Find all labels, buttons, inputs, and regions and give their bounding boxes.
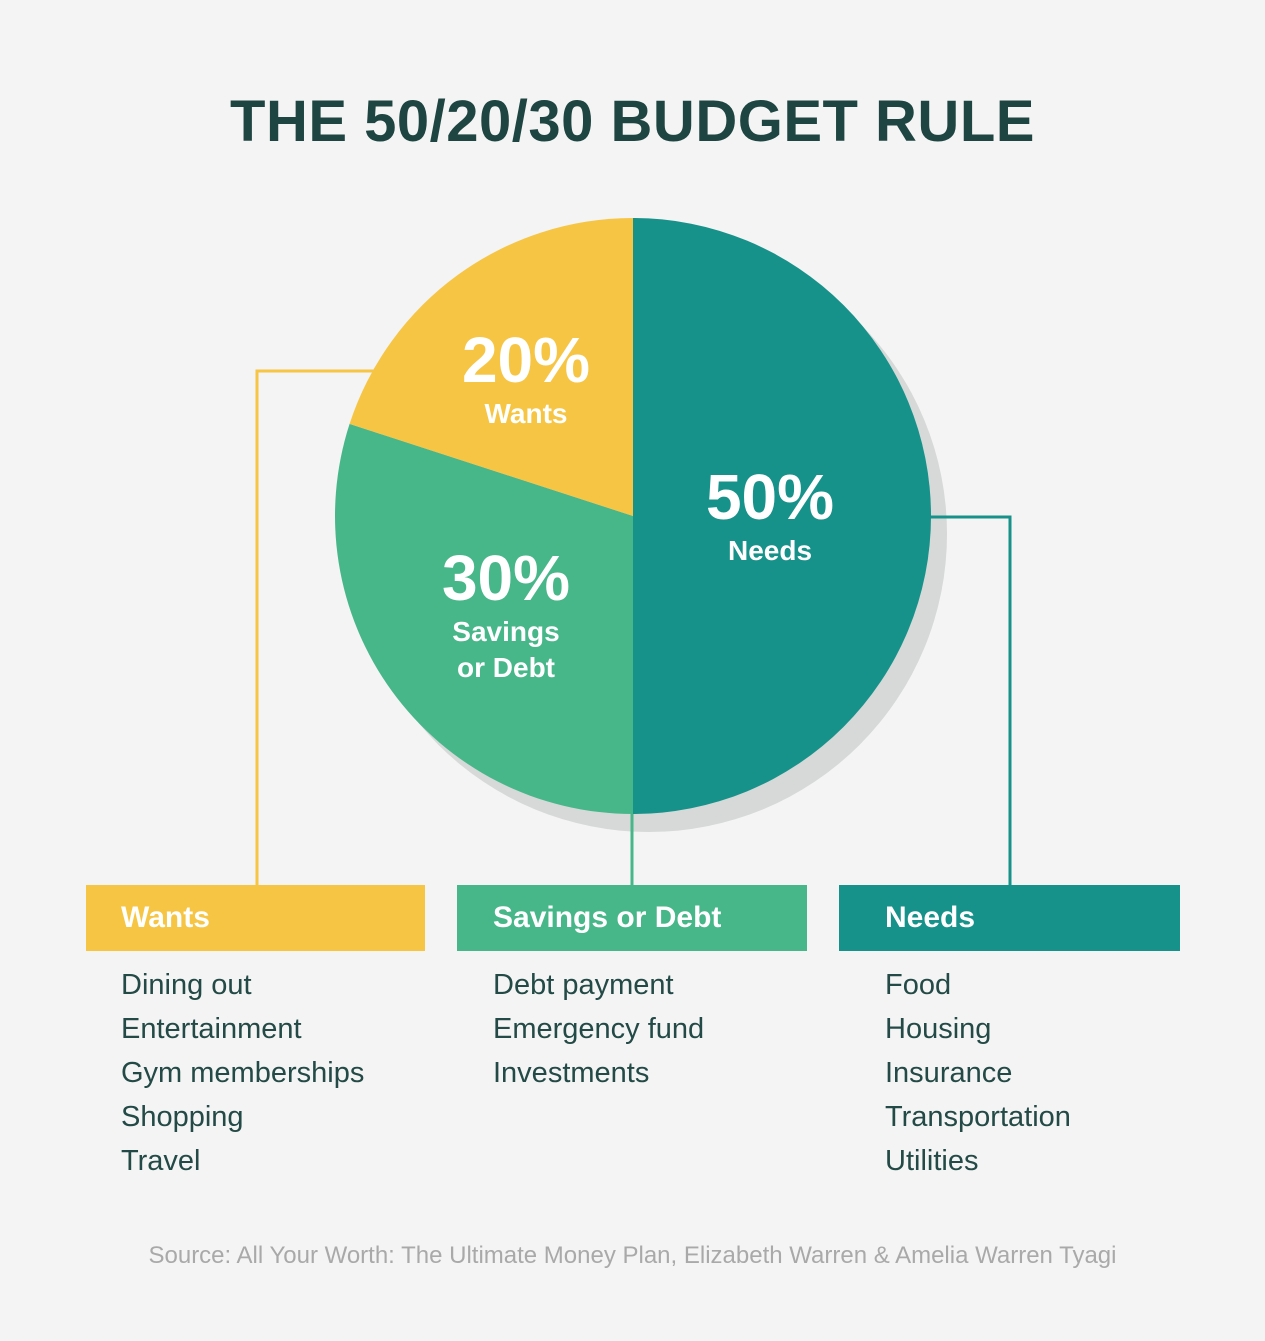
- pie-slice-needs: [633, 218, 931, 814]
- pie-chart: 20% Wants 50% Needs 30% Savings or Debt: [255, 218, 1012, 885]
- connector-needs: [910, 515, 1012, 885]
- list-item: Transportation: [885, 1101, 1071, 1133]
- list-item: Debt payment: [493, 969, 674, 1001]
- slice-label-savings-line2: or Debt: [457, 652, 555, 683]
- category-header-needs: Needs: [839, 885, 1180, 951]
- connector-wants: [255, 369, 380, 885]
- list-item: Shopping: [121, 1101, 244, 1133]
- pie-slice-savings: [335, 423, 633, 814]
- category-header-savings: Savings or Debt: [457, 885, 807, 951]
- slice-percent-needs: 50%: [706, 461, 834, 533]
- slice-percent-savings: 30%: [442, 542, 570, 614]
- list-item: Entertainment: [121, 1013, 302, 1045]
- list-item: Travel: [121, 1145, 201, 1177]
- list-item: Utilities: [885, 1145, 979, 1177]
- category-list-needs: Food Housing Insurance Transportation Ut…: [885, 963, 1071, 1183]
- pie-slice-wants: [349, 218, 633, 516]
- list-item: Dining out: [121, 969, 252, 1001]
- list-item: Investments: [493, 1057, 650, 1089]
- slice-percent-wants: 20%: [462, 324, 590, 396]
- category-header-wants: Wants: [86, 885, 425, 951]
- category-list-wants: Dining out Entertainment Gym memberships…: [121, 963, 364, 1183]
- list-item: Insurance: [885, 1057, 1013, 1089]
- slice-label-wants: Wants: [485, 398, 568, 429]
- slice-label-needs: Needs: [728, 535, 812, 566]
- source-citation: Source: All Your Worth: The Ultimate Mon…: [148, 1242, 1117, 1269]
- page-title: THE 50/20/30 BUDGET RULE: [230, 89, 1035, 154]
- list-item: Emergency fund: [493, 1013, 705, 1045]
- category-list-savings: Debt payment Emergency fund Investments: [493, 963, 704, 1095]
- list-item: Housing: [885, 1013, 992, 1045]
- list-item: Gym memberships: [121, 1057, 365, 1089]
- slice-label-savings-line1: Savings: [452, 616, 559, 647]
- list-item: Food: [885, 969, 952, 1001]
